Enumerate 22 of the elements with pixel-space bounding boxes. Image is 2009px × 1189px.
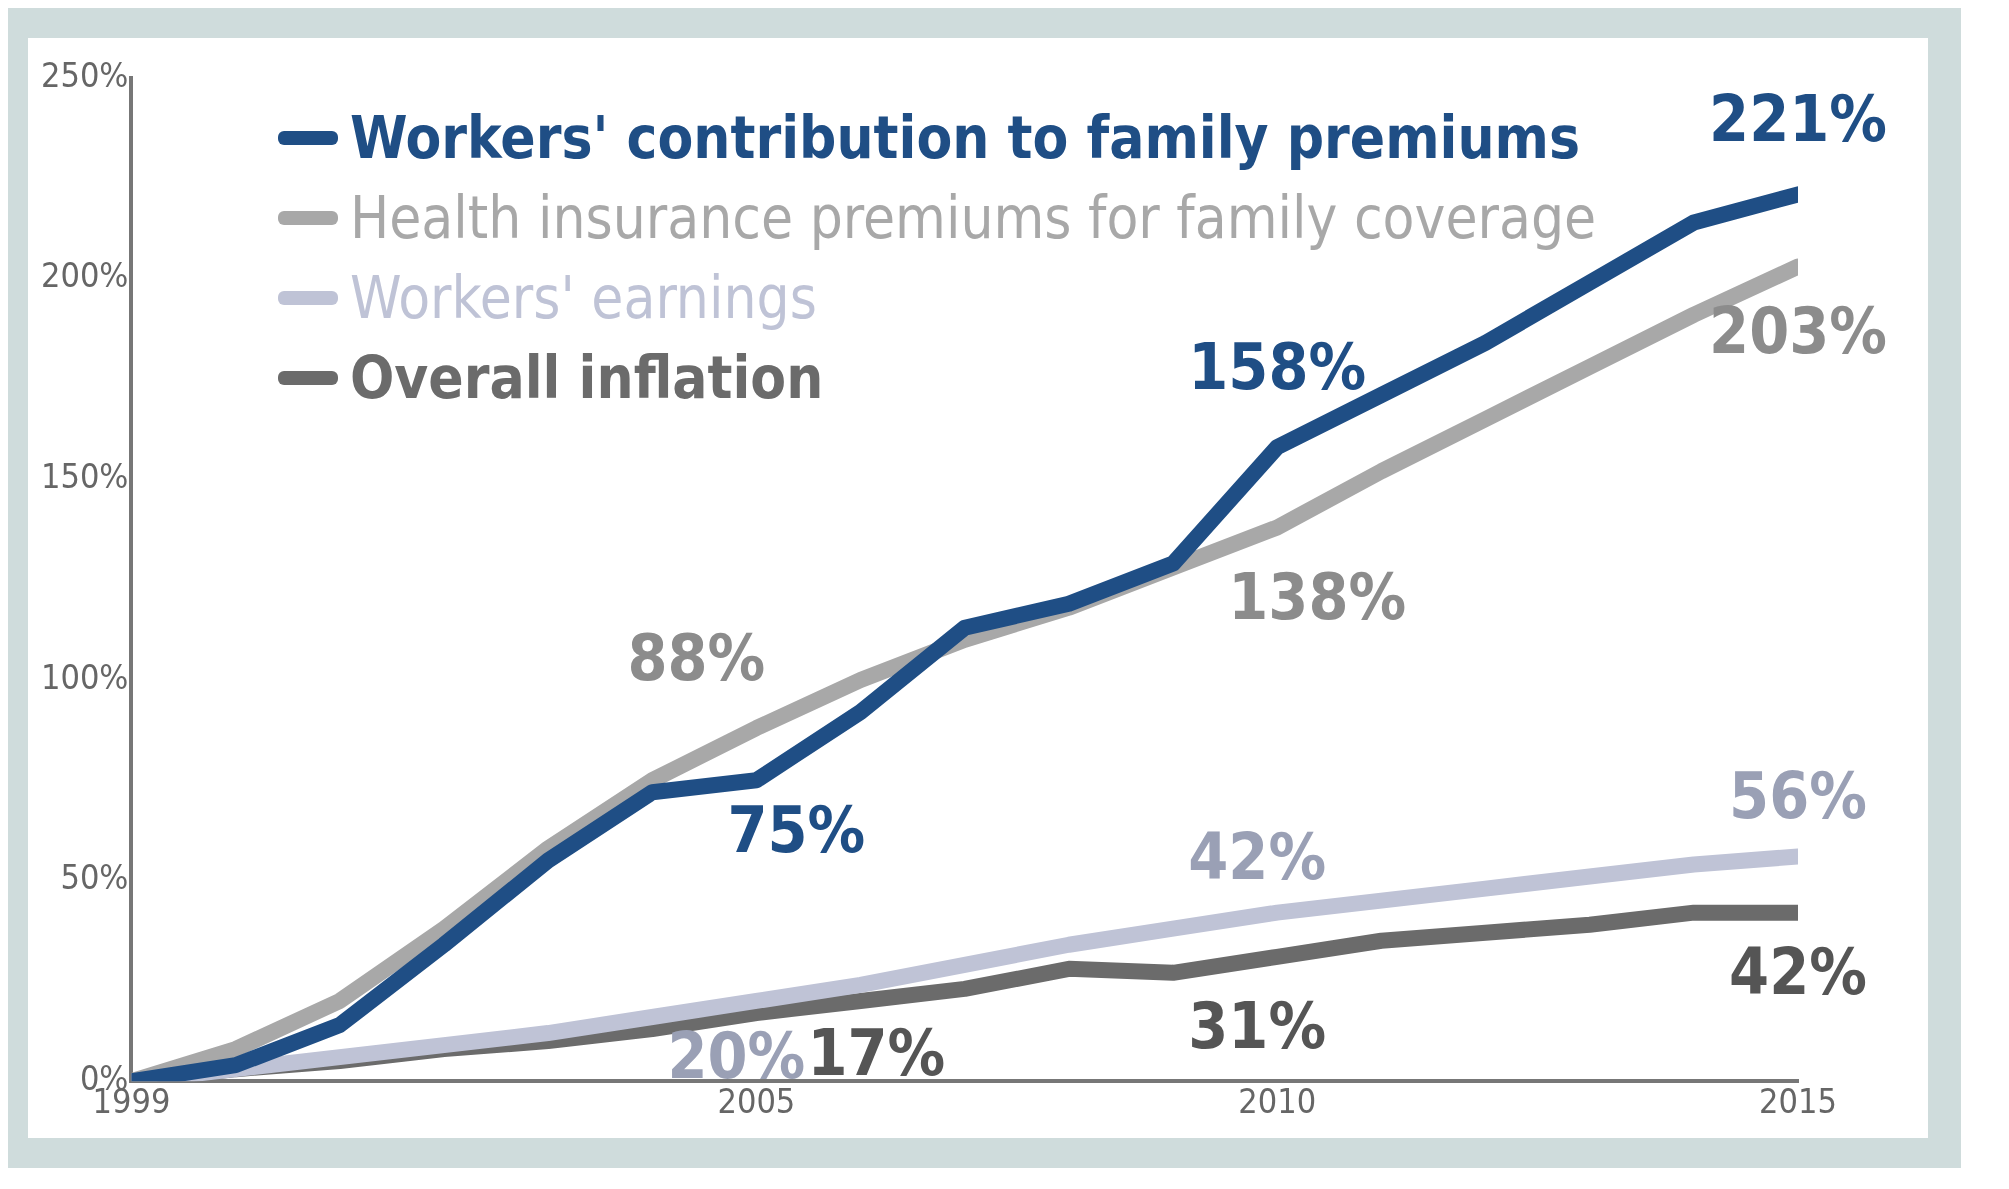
y-tick-label: 50% xyxy=(60,857,129,898)
annotation: 138% xyxy=(1228,560,1407,635)
y-tick-label: 150% xyxy=(40,456,129,497)
annotation: 158% xyxy=(1188,329,1367,404)
legend-label: Overall inflation xyxy=(350,344,824,412)
legend-label: Health insurance premiums for family coverage xyxy=(350,184,1597,252)
y-tick-label: 100% xyxy=(40,656,129,697)
annotation: 88% xyxy=(627,620,766,695)
annotation: 221% xyxy=(1709,82,1887,156)
annotation: 75% xyxy=(727,792,866,867)
x-tick-label: 2010 xyxy=(1238,1081,1317,1122)
legend-label: Workers' earnings xyxy=(350,264,817,332)
annotation: 31% xyxy=(1188,989,1327,1064)
annotation: 56% xyxy=(1729,759,1867,834)
annotation: 42% xyxy=(1729,935,1867,1010)
x-tick-label: 2015 xyxy=(1759,1081,1837,1122)
annotation: 42% xyxy=(1188,820,1327,895)
legend-label: Workers' contribution to family premiums xyxy=(350,104,1581,172)
y-tick-label: 200% xyxy=(40,255,129,296)
y-tick-label: 250% xyxy=(40,54,129,95)
annotation: 17% xyxy=(807,1015,946,1090)
annotation: 203% xyxy=(1709,294,1887,369)
